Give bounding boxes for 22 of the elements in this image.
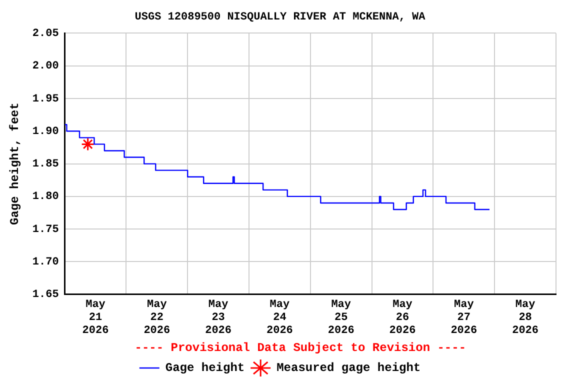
x-tick-label: May 22 2026	[144, 298, 170, 338]
legend-label: Gage height	[165, 361, 245, 376]
chart-title: USGS 12089500 NISQUALLY RIVER AT MCKENNA, WA	[134, 11, 426, 24]
x-tick-label: May 28 2026	[512, 298, 539, 338]
y-tick-label: 1.70	[32, 256, 59, 269]
y-tick-label: 1.75	[32, 224, 60, 236]
y-tick-label: 1.80	[32, 191, 59, 204]
y-axis-title: Gage height, feet	[8, 102, 22, 226]
y-tick-label: 1.65	[32, 289, 60, 302]
x-tick-label: May 23 2026	[205, 298, 232, 338]
y-tick-label: 1.85	[32, 158, 60, 171]
y-tick-label: 1.95	[32, 93, 60, 106]
x-tick-label: May 24 2026	[266, 298, 293, 338]
x-tick-label: May 25 2026	[328, 298, 354, 338]
legend-label: Measured gage height	[276, 361, 421, 376]
y-tick-label: 2.05	[32, 28, 60, 40]
text: ---- Provisional Data Subject to Revision ----	[134, 341, 466, 356]
y-tick-label: 2.00	[32, 60, 59, 73]
y-tick-label: 1.90	[32, 126, 59, 138]
x-tick-label: May 27 2026	[450, 298, 478, 338]
x-tick-label: May 21 2026	[82, 298, 109, 338]
x-tick-label: May 26 2026	[389, 298, 416, 338]
